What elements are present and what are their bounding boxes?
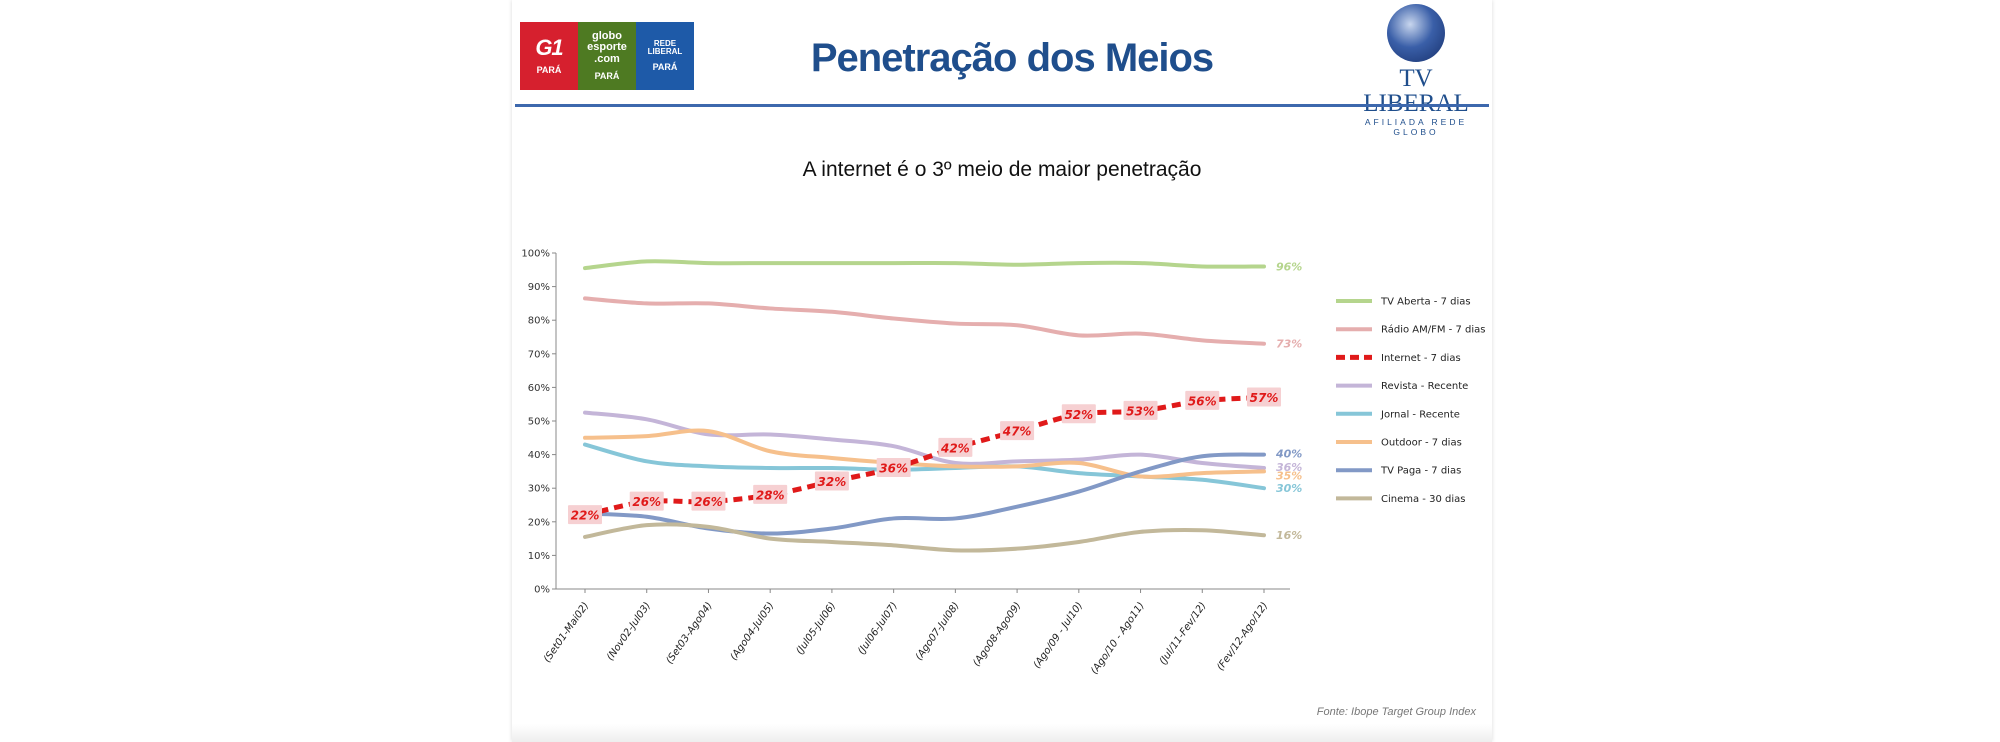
internet-label-bg: [876, 458, 911, 478]
x-tick-label: (Jul/11-Fev/12): [1158, 600, 1209, 667]
internet-label-bg: [1061, 404, 1096, 424]
x-tick-label: (Jul06-Jul07): [856, 600, 900, 656]
series-line-tv-aberta-7-dias: [583, 259, 1266, 271]
internet-label-bg: [1247, 387, 1281, 407]
series-line-cinema-30-dias: [583, 522, 1266, 553]
y-tick-label: 60%: [528, 383, 550, 394]
legend-label-cinema-30-dias: Cinema - 30 dias: [1381, 494, 1465, 505]
bottom-fade: [512, 724, 1492, 742]
internet-data-label: 28%: [756, 488, 785, 502]
rede-liberal-logo[interactable]: REDE LIBERAL PARÁ: [636, 22, 694, 90]
line-chart: 0% 10% 20% 30% 40% 50% 60% 70% 80% 90% 100% (Set01-…: [521, 249, 1485, 677]
x-tick-label: (Set01-Mai02): [542, 600, 592, 664]
x-tick-label: (Set03-Ago04): [664, 600, 715, 666]
globoesporte-logo[interactable]: globo esporte .com PARÁ: [578, 22, 636, 90]
internet-label-bg: [1000, 421, 1035, 441]
tv-liberal-brand: TV LIBERAL AFILIADA REDE GLOBO: [1346, 4, 1486, 137]
x-tick-label: (Ago08-Ago09): [971, 600, 1023, 668]
internet-data-label: 47%: [1002, 425, 1032, 439]
end-label-revista-recente: 36%: [1276, 461, 1302, 474]
x-tick-label: (Fev/12-Ago/12): [1215, 600, 1270, 672]
legend-label-outdoor-7-dias: Outdoor - 7 dias: [1381, 438, 1462, 449]
end-label-outdoor-7-dias: 35%: [1276, 469, 1302, 482]
y-tick-label: 20%: [528, 517, 550, 528]
internet-data-label: 22%: [571, 509, 600, 523]
internet-data-label: 36%: [879, 462, 908, 476]
internet-data-label: 26%: [694, 495, 723, 509]
series-line-revista-recente: [583, 410, 1266, 471]
legend-label-radio-am-fm-7-dias: Rádio AM/FM - 7 dias: [1381, 324, 1485, 336]
end-label-tv-aberta-7-dias: 96%: [1276, 260, 1302, 273]
y-tick-label: 0%: [534, 585, 550, 596]
y-tick-label: 70%: [528, 349, 550, 360]
y-tick-label: 50%: [528, 417, 550, 428]
legend-label-jornal-recente: Jornal - Recente: [1380, 409, 1460, 420]
series-line-outdoor-7-dias: [583, 428, 1266, 479]
end-label-cinema-30-dias: 16%: [1276, 529, 1302, 542]
internet-label-bg: [938, 437, 973, 457]
internet-label-bg: [1123, 400, 1158, 420]
legend-label-tv-paga-7-dias: TV Paga - 7 dias: [1380, 466, 1461, 477]
page-title: Penetração dos Meios: [810, 36, 1214, 80]
g1-logo[interactable]: G1 PARÁ: [520, 22, 578, 90]
source-note: Fonte: Ibope Target Group Index: [1316, 706, 1476, 718]
internet-data-label: 56%: [1188, 394, 1217, 408]
internet-data-label: 57%: [1250, 391, 1279, 405]
y-tick-label: 40%: [528, 450, 550, 461]
logo-row: G1 PARÁ globo esporte .com PARÁ REDE LIB…: [520, 22, 694, 90]
internet-label-bg: [691, 491, 726, 511]
brand-name: TV LIBERAL: [1363, 65, 1469, 116]
x-tick-label: (Ago04-Jul05): [728, 600, 776, 662]
internet-label-bg: [814, 471, 849, 491]
y-tick-label: 10%: [528, 551, 550, 562]
y-tick-label: 30%: [528, 484, 550, 495]
x-tick-label: (Ago07-Jul08): [914, 600, 962, 662]
end-label-tv-paga-7-dias: 40%: [1275, 448, 1302, 461]
rede-liberal-logo-text: REDE LIBERAL: [647, 38, 683, 56]
internet-label-bg: [1185, 390, 1220, 410]
internet-label-bg: [629, 491, 664, 511]
g1-logo-region: PARÁ: [536, 65, 562, 75]
x-tick-label: (Ago/09 - Jul10): [1032, 600, 1086, 670]
internet-data-label: 53%: [1126, 404, 1155, 418]
y-tick-label: 90%: [528, 282, 550, 293]
rede-liberal-logo-region: PARÁ: [652, 62, 678, 73]
internet-data-label: 26%: [632, 495, 661, 509]
chart-title: A internet é o 3º meio de maior penetraç…: [802, 158, 1202, 181]
internet-data-label: 42%: [940, 441, 970, 455]
globoesporte-logo-region: PARÁ: [594, 71, 620, 82]
y-tick-label: 100%: [521, 249, 550, 260]
legend-label-revista-recente: Revista - Recente: [1381, 381, 1468, 392]
globoesporte-logo-text: globo esporte .com: [587, 29, 627, 65]
series-line-radio-am-fm-7-dias: [583, 296, 1266, 346]
internet-data-label: 32%: [818, 475, 847, 489]
x-tick-label: (Nov02-Jul03): [605, 600, 653, 662]
brand-subtitle: AFILIADA REDE GLOBO: [1364, 117, 1468, 137]
slide: G1 PARÁ globo esporte .com PARÁ REDE LIB…: [512, 0, 1492, 742]
globe-logo-icon: [1387, 4, 1445, 62]
header-divider: [515, 104, 1489, 107]
legend-label-tv-aberta-7-dias: TV Aberta - 7 dias: [1380, 297, 1471, 308]
x-tick-label: (Ago/10 - Ago11): [1089, 600, 1147, 676]
legend-label-internet-7-dias: Internet - 7 dias: [1381, 353, 1461, 364]
internet-data-label: 52%: [1064, 408, 1093, 422]
internet-label-bg: [568, 505, 602, 525]
g1-logo-text: G1: [535, 35, 563, 60]
x-tick-label: (Jul05-Jul06): [794, 600, 838, 656]
end-label-radio-am-fm-7-dias: 73%: [1276, 338, 1302, 351]
y-tick-label: 80%: [528, 316, 550, 327]
internet-label-bg: [753, 484, 788, 504]
end-label-jornal-recente: 30%: [1276, 482, 1302, 495]
